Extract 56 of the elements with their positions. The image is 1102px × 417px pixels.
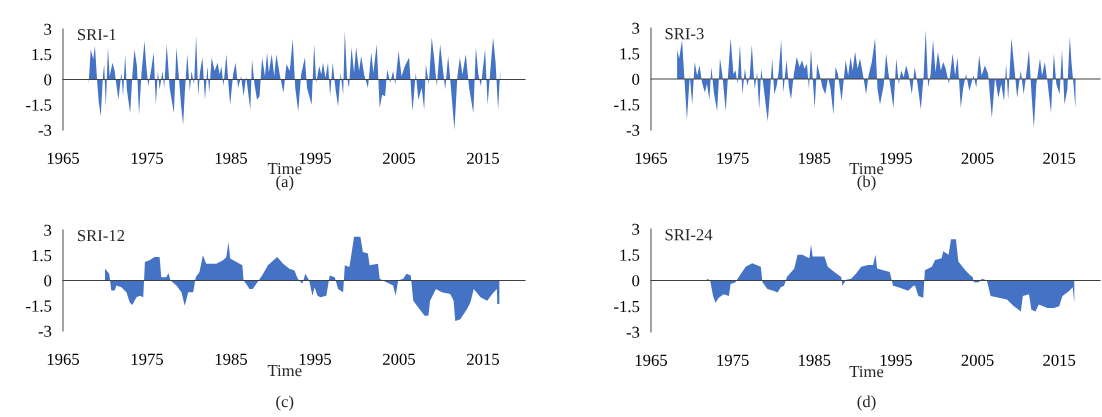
x-tick-label: 2015 (1043, 152, 1076, 164)
x-tick-label: 2005 (383, 353, 416, 365)
x-tick-label: 1985 (799, 354, 831, 366)
x-tick-label: 1995 (880, 152, 912, 164)
x-tick-label: 2005 (961, 152, 994, 164)
x-axis-title: Time (849, 162, 884, 175)
x-tick-label: 1985 (799, 152, 831, 164)
x-tick-label: 1985 (215, 353, 248, 365)
x-tick-label: 1965 (47, 353, 80, 365)
text: (c) (276, 395, 294, 411)
x-tick-label: 2015 (467, 152, 500, 164)
y-tick-label: -1.5 (614, 301, 640, 313)
y-tick-label: 1.5 (620, 249, 640, 261)
y-tick-label: 0 (44, 74, 52, 86)
x-tick-label: 2005 (383, 152, 416, 164)
y-tick-label: -3 (38, 124, 52, 136)
x-tick-label: 1975 (131, 353, 164, 365)
x-tick-label: 1995 (299, 152, 332, 164)
y-tick-label: 1.5 (32, 250, 52, 262)
y-tick-label: -3 (626, 326, 640, 338)
x-axis-title: Time (267, 162, 302, 175)
x-tick-label: 1985 (215, 152, 248, 164)
y-tick-label: 3 (632, 223, 640, 235)
y-tick-label: 0 (632, 275, 640, 287)
y-tick-label: -1.5 (26, 300, 52, 312)
y-tick-label: 3 (632, 22, 640, 34)
chart-title: SRI-12 (77, 230, 125, 242)
x-tick-label: 2005 (961, 354, 994, 366)
text: (a) (276, 175, 294, 191)
y-tick-label: 3 (44, 224, 52, 236)
chart-title: SRI-24 (665, 229, 713, 241)
text: (d) (857, 395, 876, 411)
y-tick-label: -1.5 (614, 99, 640, 111)
x-tick-label: 1965 (47, 152, 80, 164)
x-tick-label: 1995 (299, 353, 332, 365)
y-tick-label: 0 (632, 73, 640, 85)
x-tick-label: 1975 (717, 354, 749, 366)
x-axis-title: Time (849, 365, 884, 378)
x-tick-label: 2015 (467, 353, 500, 365)
chart-title: SRI-3 (665, 28, 704, 40)
x-tick-label: 1965 (635, 354, 668, 366)
x-tick-label: 1965 (635, 152, 668, 164)
text: (b) (857, 175, 876, 191)
x-tick-label: 1975 (131, 152, 164, 164)
chart-title: SRI-1 (77, 29, 116, 41)
y-tick-label: 3 (44, 23, 52, 35)
x-axis-title: Time (267, 364, 302, 377)
y-tick-label: 1.5 (620, 48, 640, 60)
y-tick-label: 1.5 (32, 49, 52, 61)
y-tick-label: -3 (626, 124, 640, 136)
y-tick-label: -1.5 (26, 99, 52, 111)
y-tick-label: -3 (38, 325, 52, 337)
x-tick-label: 1995 (880, 354, 912, 366)
y-tick-label: 0 (44, 275, 52, 287)
x-tick-label: 2015 (1043, 354, 1076, 366)
x-tick-label: 1975 (717, 152, 749, 164)
